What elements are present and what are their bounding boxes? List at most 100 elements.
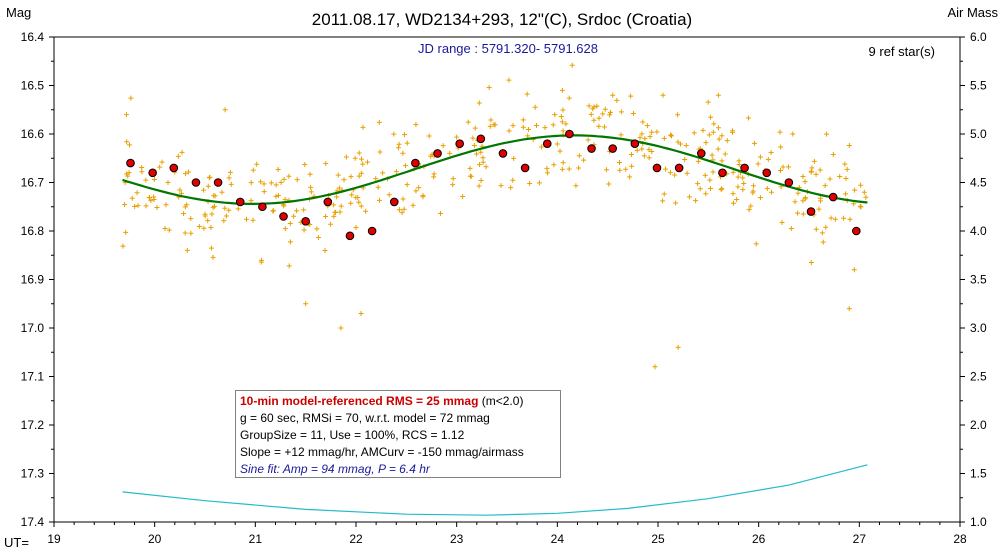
raw-measurement-point [450,176,456,182]
raw-measurement-point [162,226,168,232]
raw-measurement-point [779,219,785,225]
raw-measurement-point [235,206,241,212]
raw-measurement-point [532,104,538,110]
raw-measurement-point [554,141,560,147]
raw-measurement-point [734,196,740,202]
raw-measurement-point [641,153,647,159]
raw-measurement-point [410,202,416,208]
legend-line-4: Slope = +12 mmag/hr, AMCurv = -150 mmag/… [240,445,524,459]
raw-measurement-point [492,122,498,128]
raw-measurement-point [483,164,489,170]
raw-measurement-point [700,127,706,133]
raw-measurement-point [841,215,847,221]
raw-measurement-point [157,164,163,170]
raw-measurement-point [487,123,493,129]
binned-average-point [126,158,135,168]
y-right-tick-label: 2.5 [970,370,987,384]
raw-measurement-point [861,189,867,195]
raw-measurement-point [184,247,190,253]
raw-measurement-point [667,170,673,176]
raw-measurement-point [413,188,419,194]
raw-measurement-point [159,159,165,165]
raw-measurement-point [627,174,633,180]
raw-measurement-point [250,217,256,223]
binned-average-point [235,197,245,207]
raw-measurement-point [673,200,679,206]
binned-average-point [433,149,442,158]
raw-measurement-point [438,210,444,216]
raw-measurement-point [349,192,355,198]
raw-measurement-point [607,109,613,115]
raw-measurement-point [722,151,728,157]
raw-measurement-point [510,177,516,183]
raw-measurement-point [365,159,371,165]
raw-measurement-point [730,191,736,197]
binned-average-point [323,197,333,207]
raw-measurement-point [301,227,307,233]
raw-measurement-point [182,230,188,236]
raw-measurement-point [358,203,364,209]
raw-measurement-point [261,181,267,187]
raw-measurement-point [646,147,652,153]
raw-measurement-point [542,125,548,131]
raw-measurement-point [223,213,229,219]
raw-measurement-point [786,164,792,170]
raw-measurement-point [800,198,806,204]
raw-measurement-point [811,158,817,164]
raw-measurement-point [201,187,207,193]
binned-average-point [718,168,727,178]
y-right-tick-label: 3.0 [970,321,987,335]
raw-measurement-point [123,229,129,235]
raw-measurement-point [470,135,476,141]
raw-measurement-point [248,180,254,186]
stats-legend-box: 10-min model-referenced RMS = 25 mmag (m… [235,390,561,478]
raw-measurement-point [817,195,823,201]
raw-measurement-point [498,183,504,189]
raw-measurement-point [226,175,232,181]
raw-measurement-point [460,194,466,200]
raw-measurement-point [816,206,822,212]
raw-measurement-point [352,155,358,161]
raw-measurement-point [644,123,650,129]
raw-measurement-point [707,177,713,183]
x-tick-label: 21 [249,532,263,546]
raw-measurement-point [151,196,157,202]
y-left-tick-label: 16.5 [21,79,45,93]
raw-measurement-point [261,189,267,195]
raw-measurement-point [745,115,751,121]
raw-measurement-point [634,147,640,153]
raw-measurement-point [684,170,690,176]
raw-measurement-point [373,176,379,182]
raw-measurement-point [618,132,624,138]
raw-measurement-point [181,211,187,217]
raw-measurement-point [202,213,208,219]
raw-measurement-point [693,198,699,204]
legend-sine-fit: Sine fit: Amp = 94 mmag, P = 6.4 hr [240,462,430,476]
raw-measurement-point [201,225,207,231]
raw-measurement-point [148,198,154,204]
raw-measurement-point [637,135,643,141]
raw-measurement-point [338,203,344,209]
raw-measurement-point [800,174,806,180]
raw-measurement-point [323,214,329,220]
binned-average-point [389,197,399,207]
raw-measurement-point [359,156,365,162]
raw-measurement-point [629,163,635,169]
raw-measurement-point [399,210,405,216]
raw-measurement-point [291,213,297,219]
raw-measurement-point [668,132,674,138]
y-left-tick-label: 17.4 [21,515,45,529]
raw-measurement-point [852,187,858,193]
raw-measurement-point [315,235,321,241]
raw-measurement-point [154,205,160,211]
raw-measurement-point [341,177,347,183]
raw-measurement-point [639,131,645,137]
binned-average-point [674,163,684,173]
raw-measurement-point [323,161,329,167]
raw-measurement-point [508,185,514,191]
raw-measurement-point [566,166,572,172]
raw-measurement-point [610,92,616,98]
raw-measurement-point [250,167,256,173]
raw-measurement-point [123,112,129,118]
